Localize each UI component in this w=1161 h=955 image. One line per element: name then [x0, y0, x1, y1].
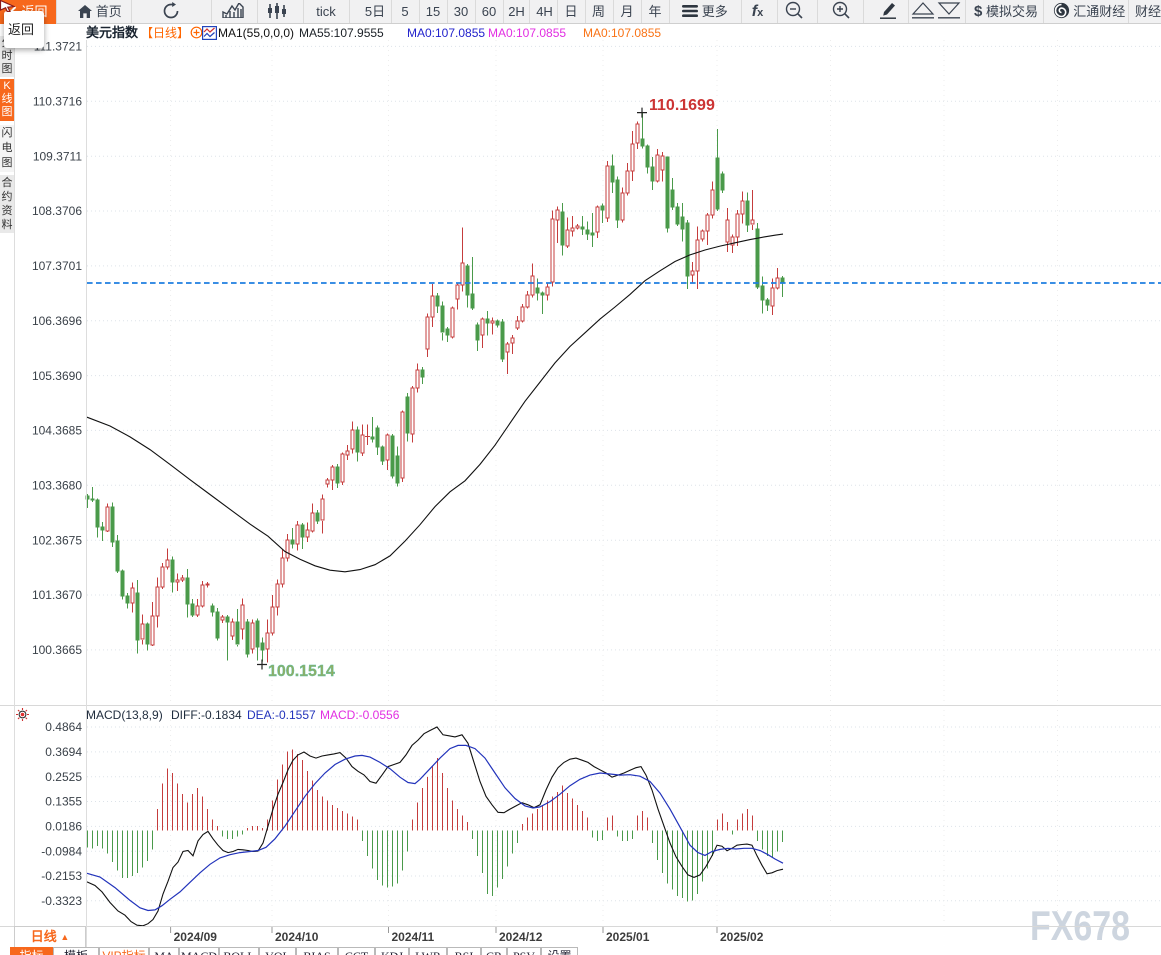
svg-text:0.0186: 0.0186	[45, 820, 82, 834]
svg-text:102.3675: 102.3675	[32, 533, 82, 547]
svg-text:2024/09: 2024/09	[174, 930, 218, 944]
svg-text:0.4864: 0.4864	[45, 720, 82, 734]
svg-text:2024/11: 2024/11	[392, 930, 435, 944]
svg-text:-0.3323: -0.3323	[41, 894, 82, 908]
svg-text:FX678: FX678	[1030, 902, 1130, 949]
svg-text:110.3716: 110.3716	[33, 95, 82, 109]
svg-text:DEA:-0.1557: DEA:-0.1557	[247, 708, 316, 722]
svg-text:111.3721: 111.3721	[34, 40, 83, 54]
svg-text:0.1355: 0.1355	[45, 795, 82, 809]
svg-text:107.3701: 107.3701	[32, 259, 82, 273]
svg-text:MACD:-0.0556: MACD:-0.0556	[320, 708, 400, 722]
svg-text:0.2525: 0.2525	[45, 770, 82, 784]
svg-text:100.3665: 100.3665	[32, 643, 82, 657]
svg-text:106.3696: 106.3696	[32, 314, 82, 328]
svg-text:-0.0984: -0.0984	[41, 844, 82, 858]
svg-text:2024/10: 2024/10	[275, 930, 319, 944]
svg-text:2024/12: 2024/12	[499, 930, 543, 944]
svg-text:-0.2153: -0.2153	[41, 869, 82, 883]
svg-text:108.3706: 108.3706	[32, 204, 82, 218]
svg-text:104.3685: 104.3685	[32, 424, 82, 438]
svg-text:100.1514: 100.1514	[268, 663, 335, 680]
svg-text:110.1699: 110.1699	[649, 97, 715, 114]
svg-text:2025/01: 2025/01	[606, 930, 650, 944]
svg-text:101.3670: 101.3670	[32, 588, 82, 602]
svg-text:DIFF:-0.1834: DIFF:-0.1834	[171, 708, 242, 722]
svg-text:109.3711: 109.3711	[33, 149, 82, 163]
svg-text:105.3690: 105.3690	[32, 369, 82, 383]
svg-text:2025/02: 2025/02	[720, 930, 764, 944]
svg-text:MACD(13,8,9): MACD(13,8,9)	[86, 708, 163, 722]
svg-text:103.3680: 103.3680	[32, 479, 82, 493]
svg-text:0.3694: 0.3694	[45, 745, 82, 759]
